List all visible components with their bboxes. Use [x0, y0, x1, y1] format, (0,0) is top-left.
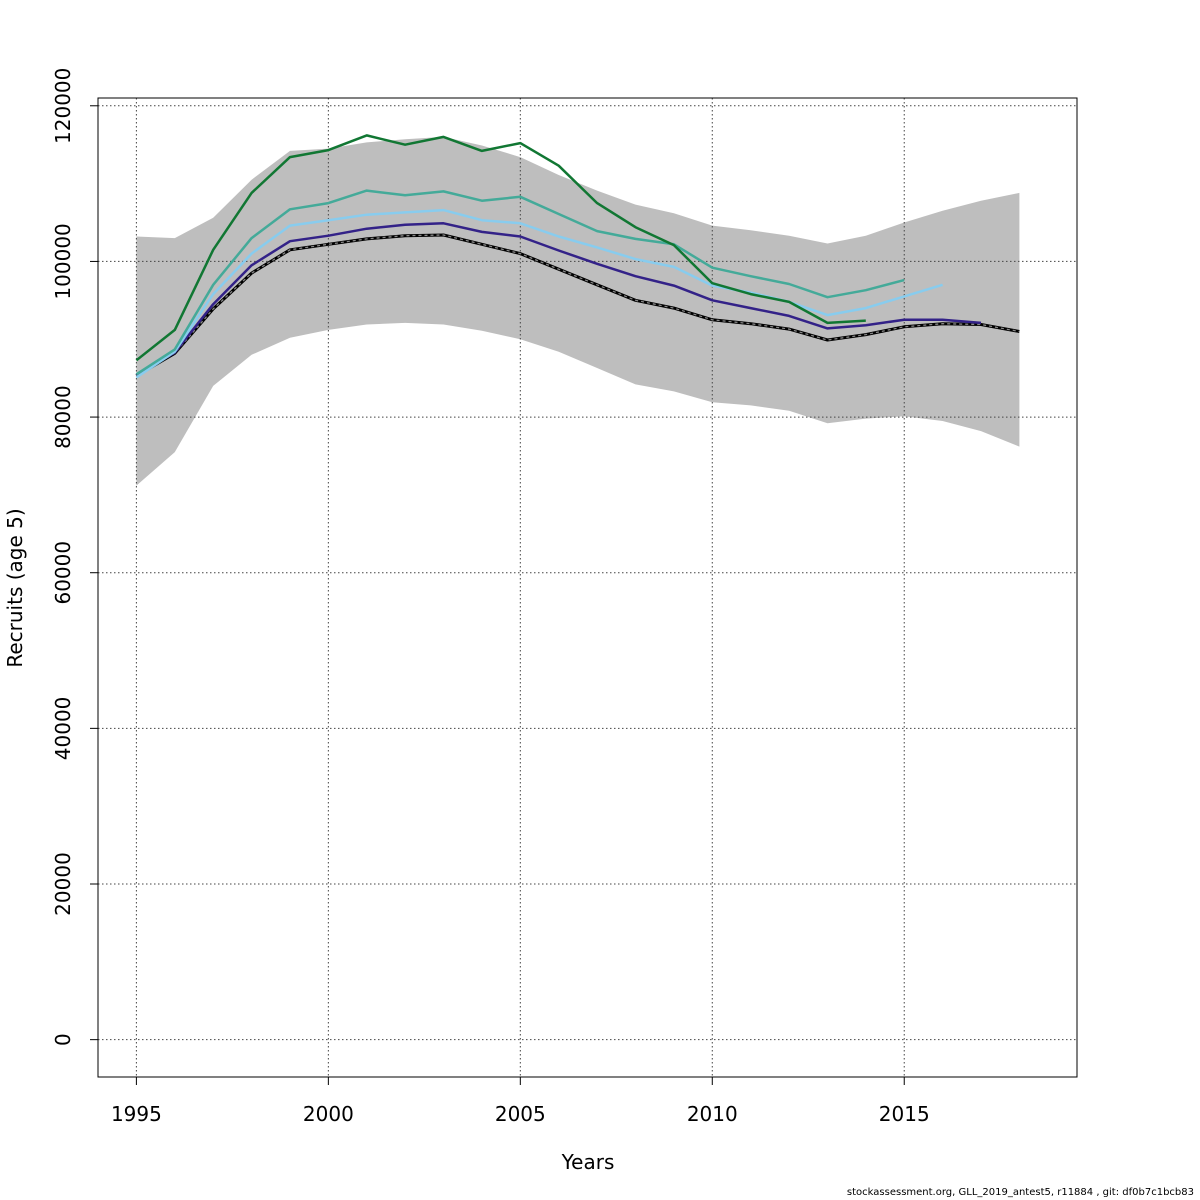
series-line-3	[135, 189, 905, 376]
x-tick-label: 2015	[879, 1102, 930, 1126]
y-tick-label: 20000	[51, 852, 75, 916]
series-lines	[135, 134, 1020, 379]
series-line-4	[135, 134, 866, 362]
y-tick-label: 120000	[51, 68, 75, 144]
x-tick-label: 2000	[303, 1102, 354, 1126]
series-line-1	[135, 222, 982, 377]
y-tick-label: 40000	[51, 697, 75, 761]
confidence-band-area	[136, 136, 1020, 486]
x-tick-label: 1995	[111, 1102, 162, 1126]
axes: 1995 2000 2005 2010 2015 0 20000 40000 60000 8000…	[51, 68, 930, 1126]
y-tick-label: 60000	[51, 541, 75, 605]
y-tick-label: 0	[51, 1033, 75, 1046]
x-axis-title: Years	[561, 1150, 615, 1174]
y-tick-label: 100000	[51, 223, 75, 299]
series-line-2	[135, 208, 943, 379]
series-line-0	[136, 234, 1020, 377]
footer-credit: stockassessment.org, GLL_2019_antest5, r…	[846, 1187, 1194, 1198]
y-axis-title: Recruits (age 5)	[3, 508, 27, 667]
plot-frame	[97, 97, 1078, 1078]
x-tick-label: 2005	[495, 1102, 546, 1126]
y-tick-label: 80000	[51, 385, 75, 449]
x-tick-label: 2010	[687, 1102, 738, 1126]
confidence-band	[136, 136, 1020, 486]
